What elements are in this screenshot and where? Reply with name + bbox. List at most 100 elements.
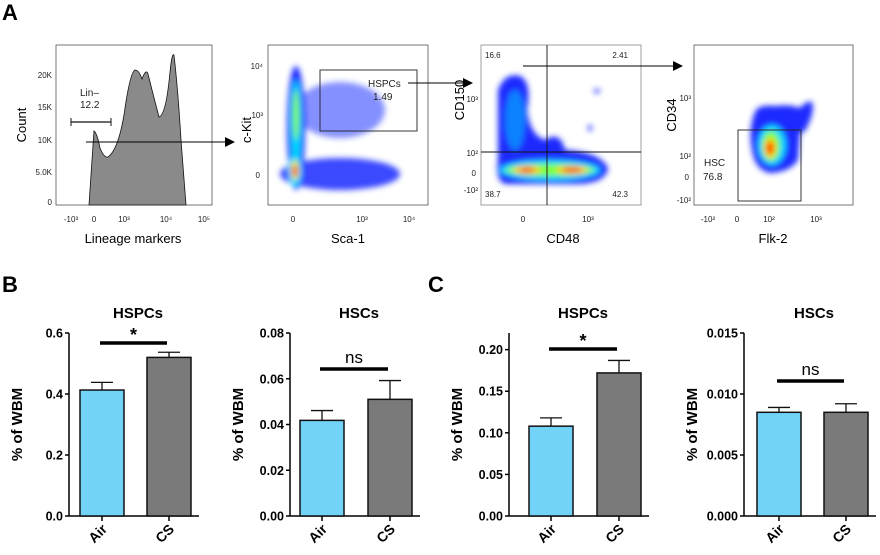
y-tick-label: 10² (466, 149, 478, 158)
significance-label: * (579, 331, 586, 351)
cd150-cd48-plot: 16.6 2.41 38.7 42.3 10³ 10² 0 -10² 0 10³… (452, 44, 683, 246)
bar-chart-b-hspcs: 0.0 0.2 0.4 0.6 HSPCs % of WBM Air CS * (9, 305, 199, 546)
y-tick-label: 0.015 (707, 327, 738, 341)
y-tick-label: 0.00 (260, 510, 284, 524)
bar-air (756, 411, 802, 517)
x-tick-label: 10³ (582, 215, 594, 224)
y-tick-label: 10² (679, 152, 691, 161)
quadrant-value: 2.41 (612, 51, 628, 60)
y-tick-label: 10⁴ (251, 62, 264, 71)
y-tick-label: 0.005 (707, 449, 738, 463)
x-tick-label: -10³ (64, 215, 79, 224)
x-tick-label: 0 (92, 215, 97, 224)
x-tick-label: CS (373, 521, 398, 546)
x-tick-label: Air (305, 520, 330, 545)
x-tick-label: CS (829, 521, 854, 546)
bar-air (299, 419, 345, 517)
bar-chart-b-hscs: 0.00 0.02 0.04 0.06 0.08 HSCs % of WBM Air CS ns (230, 305, 420, 546)
significance-label: ns (802, 360, 820, 379)
y-tick-label: 0.4 (46, 388, 63, 402)
y-tick-label: 5.0K (36, 168, 53, 177)
quadrant-value: 38.7 (485, 190, 501, 199)
y-tick-label: 0.20 (479, 343, 503, 357)
bar-cs (823, 411, 869, 517)
gate-value: 76.8 (703, 172, 723, 183)
y-tick-label: 10³ (466, 95, 478, 104)
significance-label: * (130, 325, 137, 345)
y-tick-label: 0.10 (479, 426, 503, 440)
x-tick-label: Air (762, 520, 787, 545)
x-axis-label: CD48 (546, 231, 579, 246)
density-cloud (280, 66, 400, 190)
lin-neg-gate[interactable]: Lin– 12.2 (70, 88, 112, 126)
x-tick-label: 0 (735, 215, 740, 224)
bar-air (528, 425, 574, 517)
x-tick-label: CS (152, 521, 177, 546)
y-tick-label: 0.08 (260, 327, 284, 341)
cd34-flk2-plot: HSC 76.8 10³ 10² 0 -10² -10² 0 10² 10³ C… (664, 44, 854, 246)
x-tick-label: 0 (291, 215, 296, 224)
hspc-gate[interactable] (319, 69, 418, 132)
x-tick-label: 10² (763, 215, 775, 224)
hsc-gate[interactable] (737, 129, 802, 202)
chart-title: HSCs (339, 305, 379, 322)
y-tick-label: 0.00 (479, 510, 503, 524)
y-tick-label: 0 (256, 171, 261, 180)
chart-title: HSCs (794, 305, 834, 322)
panel-label-a: A (2, 0, 18, 25)
gate-value: 12.2 (80, 100, 100, 111)
y-tick-label: -10² (677, 196, 692, 205)
x-tick-label: 10⁵ (198, 215, 210, 224)
y-tick-label: 0.6 (46, 327, 63, 341)
x-tick-label: 10⁴ (160, 215, 173, 224)
x-axis-label: Flk-2 (759, 231, 788, 246)
ckit-sca1-plot: HSPCs 1.49 10⁴ 10³ 0 0 10³ 10⁴ c-Kit Sca… (239, 44, 473, 246)
x-tick-label: 0 (521, 215, 526, 224)
y-tick-label: -10² (464, 186, 479, 195)
gate-name: Lin– (80, 88, 99, 99)
y-axis-label: c-Kit (239, 117, 254, 143)
bar-cs (367, 398, 413, 517)
y-tick-label: 0.2 (46, 449, 63, 463)
y-tick-label: 0.04 (260, 418, 284, 432)
y-tick-label: 0.06 (260, 372, 284, 386)
gate-name: HSC (704, 158, 725, 169)
y-tick-label: 0.05 (479, 468, 503, 482)
x-tick-label: -10² (701, 215, 716, 224)
y-tick-label: 0.15 (479, 385, 503, 399)
y-tick-label: 0.02 (260, 464, 284, 478)
gate-value: 1.49 (373, 92, 393, 103)
x-tick-label: Air (534, 520, 559, 545)
density-cloud (497, 75, 608, 185)
y-tick-label: 15K (38, 103, 53, 112)
histogram-curve (88, 54, 187, 206)
quadrant-value: 42.3 (612, 190, 628, 199)
quadrant-value: 16.6 (485, 51, 501, 60)
chart-title: HSPCs (113, 305, 163, 322)
gate-name: HSPCs (368, 79, 401, 90)
significance-label: ns (345, 348, 363, 367)
y-tick-label: 0 (472, 169, 477, 178)
bar-chart-c-hscs: 0.000 0.005 0.010 0.015 HSCs % of WBM Air CS ns (684, 305, 876, 546)
bar-chart-c-hspcs: 0.00 0.05 0.10 0.15 0.20 HSPCs % of WBM Air CS * (449, 305, 649, 546)
bar-cs (596, 372, 642, 517)
y-tick-label: 0 (48, 198, 53, 207)
x-tick-label: 10³ (356, 215, 368, 224)
y-axis-label: % of WBM (449, 388, 466, 461)
panel-label-c: C (428, 272, 444, 297)
x-tick-label: Air (85, 520, 110, 545)
y-axis-label: CD34 (664, 98, 679, 131)
x-axis-label: Sca-1 (331, 231, 365, 246)
y-axis-label: Count (14, 107, 29, 142)
y-axis-label: CD150 (452, 80, 467, 120)
x-tick-label: 10³ (810, 215, 822, 224)
x-tick-label: 10³ (118, 215, 130, 224)
y-tick-label: 20K (38, 71, 53, 80)
bar-air (79, 389, 125, 517)
x-tick-label: CS (602, 521, 627, 546)
lineage-histogram: 0 5.0K 10K 15K 20K -10³ 0 10³ 10⁴ 10⁵ Co… (14, 44, 235, 246)
y-tick-label: 10³ (679, 94, 691, 103)
y-tick-label: 10K (38, 136, 53, 145)
